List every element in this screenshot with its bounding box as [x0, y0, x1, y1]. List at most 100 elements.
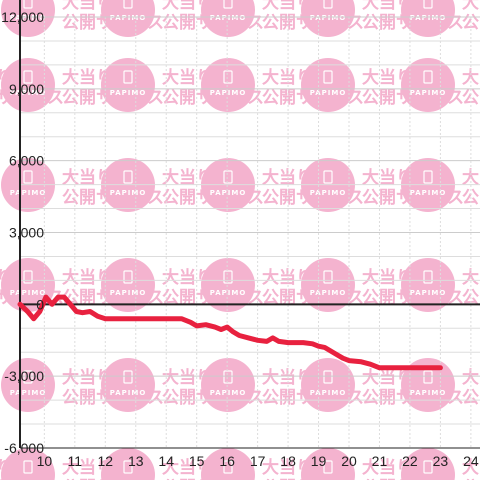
- phone-icon: [223, 70, 233, 84]
- x-tick-label: 18: [280, 453, 296, 469]
- x-tick-label: 21: [372, 453, 388, 469]
- watermark-logo-icon: [201, 58, 255, 112]
- watermark-logo-icon: [101, 258, 155, 312]
- phone-icon: [423, 270, 433, 284]
- x-tick-label: 19: [311, 453, 327, 469]
- phone-icon: [123, 270, 133, 284]
- watermark-logo-icon: [1, 358, 55, 412]
- watermark-tile: PAPIMO大当り情報公開サービス: [401, 448, 480, 480]
- x-tick-label: 22: [402, 453, 418, 469]
- watermark-brand: PAPIMO: [410, 389, 447, 397]
- phone-icon: [323, 0, 333, 9]
- watermark-brand: PAPIMO: [210, 189, 247, 197]
- phone-icon: [223, 370, 233, 384]
- watermark-tile: PAPIMO大当り情報公開サービス: [401, 58, 480, 112]
- watermark-logo-icon: [1, 58, 55, 112]
- phone-icon: [23, 0, 33, 9]
- phone-icon: [223, 460, 233, 474]
- series-line-1: [17, 294, 443, 371]
- watermark-logo-icon: [301, 258, 355, 312]
- y-tick-label: 6,000: [9, 153, 44, 169]
- x-tick-label: 10: [37, 453, 53, 469]
- watermark-logo-icon: [301, 358, 355, 412]
- watermark-logo-icon: [1, 0, 55, 37]
- watermark-logo-icon: [101, 58, 155, 112]
- phone-icon: [123, 370, 133, 384]
- y-tick-label: 3,000: [9, 225, 44, 241]
- phone-icon: [223, 170, 233, 184]
- x-tick-label: 15: [189, 453, 205, 469]
- phone-icon: [23, 460, 33, 474]
- watermark-logo-icon: [201, 0, 255, 37]
- phone-icon: [423, 460, 433, 474]
- phone-icon: [123, 70, 133, 84]
- watermark-logo-icon: [301, 58, 355, 112]
- watermark-brand: PAPIMO: [210, 89, 247, 97]
- watermark-brand: PAPIMO: [210, 389, 247, 397]
- watermark-logo-icon: [1, 448, 55, 480]
- watermark-brand: PAPIMO: [410, 189, 447, 197]
- phone-icon: [23, 170, 33, 184]
- x-tick-label: 20: [341, 453, 357, 469]
- watermark-logo-icon: [401, 0, 455, 37]
- watermark-brand: PAPIMO: [10, 89, 47, 97]
- phone-icon: [323, 460, 333, 474]
- phone-icon: [23, 370, 33, 384]
- watermark-brand: PAPIMO: [410, 89, 447, 97]
- phone-icon: [423, 170, 433, 184]
- y-tick-label: -6,000: [4, 440, 44, 456]
- watermark-brand: PAPIMO: [110, 89, 147, 97]
- watermark-logo-icon: [401, 448, 455, 480]
- watermark-logo-icon: [201, 258, 255, 312]
- phone-icon: [123, 460, 133, 474]
- watermark-brand: PAPIMO: [310, 14, 347, 22]
- watermark-brand: PAPIMO: [410, 289, 447, 297]
- phone-icon: [23, 70, 33, 84]
- watermark-line2: 公開サービス: [462, 478, 480, 480]
- watermark-brand: PAPIMO: [210, 289, 247, 297]
- watermark-brand: PAPIMO: [410, 14, 447, 22]
- phone-icon: [323, 370, 333, 384]
- watermark-line1: 大当り情報: [462, 0, 480, 13]
- x-tick-label: 13: [128, 453, 144, 469]
- phone-icon: [423, 370, 433, 384]
- watermark-logo-icon: [301, 0, 355, 37]
- phone-icon: [123, 170, 133, 184]
- watermark-brand: PAPIMO: [310, 289, 347, 297]
- watermark-logo-icon: [201, 358, 255, 412]
- phone-icon: [323, 70, 333, 84]
- phone-icon: [423, 70, 433, 84]
- watermark-brand: PAPIMO: [110, 389, 147, 397]
- axis-layer: [19, 0, 480, 449]
- phone-icon: [123, 0, 133, 9]
- watermark-logo-icon: [401, 358, 455, 412]
- watermark-brand: PAPIMO: [310, 189, 347, 197]
- watermark-brand: PAPIMO: [310, 89, 347, 97]
- watermark-tile: PAPIMO大当り情報公開サービス: [401, 258, 480, 312]
- watermark-logo-icon: [301, 448, 355, 480]
- phone-icon: [323, 170, 333, 184]
- y-tick-label: 0: [36, 296, 44, 312]
- watermark-brand: PAPIMO: [10, 389, 47, 397]
- watermark-logo-icon: [1, 258, 55, 312]
- phone-icon: [223, 0, 233, 9]
- watermark-brand: PAPIMO: [110, 14, 147, 22]
- phone-icon: [323, 270, 333, 284]
- grid-layer: [20, 16, 480, 449]
- x-tick-label: 14: [158, 453, 174, 469]
- x-tick-label: 11: [68, 453, 83, 469]
- phone-icon: [223, 270, 233, 284]
- watermark-line1: 大当り情報: [462, 457, 480, 478]
- x-tick-label: 16: [219, 453, 235, 469]
- phone-icon: [423, 0, 433, 9]
- y-tick-label: 9,000: [9, 81, 44, 97]
- watermark-logo-icon: [101, 358, 155, 412]
- x-tick-label: 23: [433, 453, 449, 469]
- watermark-brand: PAPIMO: [10, 14, 47, 22]
- x-tick-label: 17: [250, 453, 266, 469]
- watermark-logo-icon: [101, 448, 155, 480]
- watermark-brand: PAPIMO: [10, 289, 47, 297]
